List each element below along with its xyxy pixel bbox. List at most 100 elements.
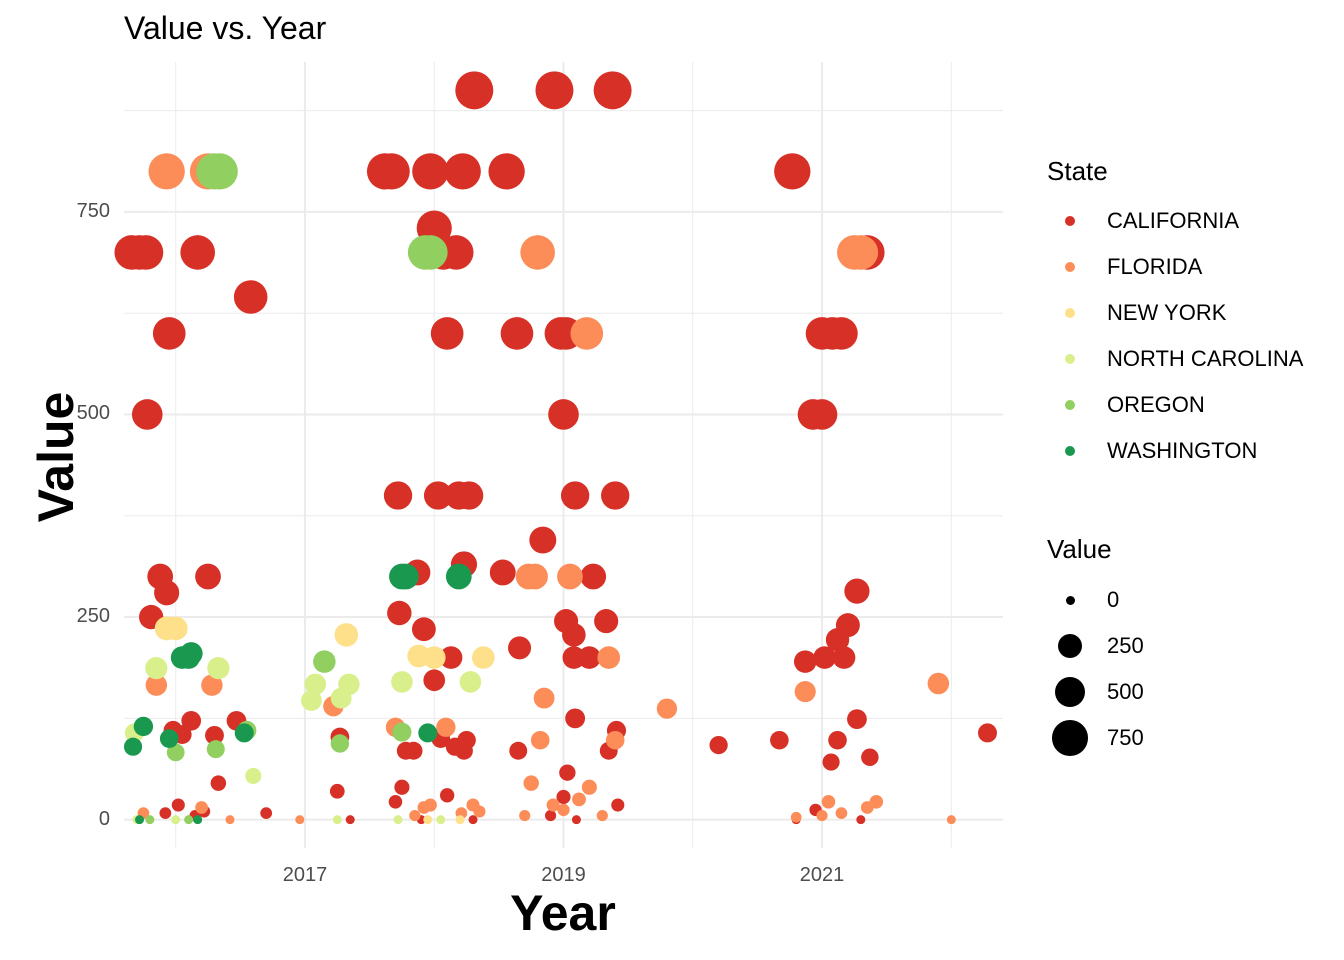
data-point: [260, 807, 273, 820]
size-legend-label: 500: [1107, 679, 1144, 704]
data-point: [148, 153, 185, 190]
data-point: [195, 801, 208, 814]
data-point: [407, 235, 443, 270]
data-point: [508, 636, 532, 660]
data-point: [455, 741, 473, 760]
data-point: [828, 730, 847, 750]
data-point: [304, 673, 327, 696]
size-legend-label: 0: [1107, 587, 1120, 612]
size-legend-label: 250: [1107, 633, 1144, 658]
size-legend-key: [1065, 595, 1075, 605]
data-point: [210, 775, 227, 791]
data-point: [412, 153, 449, 190]
data-point: [205, 725, 224, 745]
data-point: [206, 740, 225, 759]
data-point: [530, 730, 550, 750]
data-point: [301, 690, 322, 711]
data-point: [861, 748, 879, 766]
data-point: [345, 815, 355, 825]
data-point: [418, 723, 438, 743]
legend-key-oregon: [1065, 400, 1075, 410]
series-new-york: [154, 616, 495, 825]
data-point: [509, 741, 528, 760]
data-point: [436, 815, 446, 825]
data-point: [430, 317, 464, 350]
data-point: [570, 317, 604, 350]
data-point: [455, 71, 494, 110]
data-point: [500, 317, 534, 350]
data-point: [593, 71, 632, 110]
data-point: [166, 743, 185, 762]
data-point: [181, 710, 202, 731]
data-point: [835, 807, 848, 820]
data-point: [459, 671, 482, 693]
data-point: [835, 613, 860, 638]
data-point: [225, 815, 235, 825]
data-point: [869, 795, 884, 809]
data-point: [533, 687, 555, 709]
size-legend-key: [1057, 633, 1083, 659]
data-point: [455, 815, 465, 825]
data-point: [180, 235, 215, 270]
data-point: [404, 741, 423, 760]
data-point: [548, 399, 579, 430]
data-point: [391, 671, 413, 693]
data-point: [770, 730, 789, 750]
data-point: [152, 317, 186, 350]
data-point: [123, 737, 143, 756]
data-point: [468, 815, 478, 825]
data-point: [145, 815, 155, 825]
data-point: [825, 317, 858, 350]
data-point: [559, 764, 576, 781]
data-point: [562, 646, 586, 669]
data-point: [597, 646, 621, 669]
legend-label: WASHINGTON: [1107, 438, 1258, 463]
data-point: [793, 650, 817, 673]
data-point: [844, 578, 870, 604]
data-point: [790, 811, 802, 823]
data-point: [611, 798, 625, 812]
data-point: [813, 646, 836, 669]
data-point: [546, 798, 560, 812]
y-tick-label: 500: [76, 402, 110, 425]
series-north-carolina: [124, 657, 482, 825]
data-point: [439, 646, 463, 669]
data-point: [234, 723, 254, 743]
data-point: [821, 795, 836, 809]
data-point: [145, 674, 168, 696]
x-axis-label: Year: [510, 885, 616, 941]
data-point: [163, 616, 188, 641]
data-point: [392, 722, 412, 742]
data-point: [245, 767, 262, 784]
data-point: [444, 153, 481, 190]
legend-label: OREGON: [1107, 392, 1205, 417]
data-point: [489, 559, 516, 586]
y-tick-label: 750: [76, 199, 110, 222]
data-point: [423, 481, 453, 510]
data-point: [560, 481, 590, 510]
data-point: [856, 815, 866, 825]
data-point: [128, 235, 164, 270]
data-point: [523, 775, 539, 791]
x-tick-label: 2019: [541, 864, 586, 886]
size-legend-key: [1052, 720, 1088, 756]
legend-key-florida: [1065, 262, 1075, 272]
data-point: [422, 646, 446, 669]
legend-key-california: [1065, 216, 1075, 226]
legend-key-new-york: [1065, 308, 1075, 318]
data-point: [927, 672, 950, 695]
data-point: [131, 399, 163, 430]
data-point: [394, 779, 410, 795]
series-california: [114, 71, 997, 825]
data-point: [233, 280, 268, 314]
data-point: [472, 646, 495, 669]
data-point: [556, 789, 571, 805]
data-point: [392, 563, 419, 590]
data-point: [946, 815, 956, 825]
data-point: [445, 563, 472, 590]
legend-key-north-carolina: [1065, 354, 1075, 364]
data-point: [145, 657, 168, 680]
data-point: [387, 600, 412, 626]
